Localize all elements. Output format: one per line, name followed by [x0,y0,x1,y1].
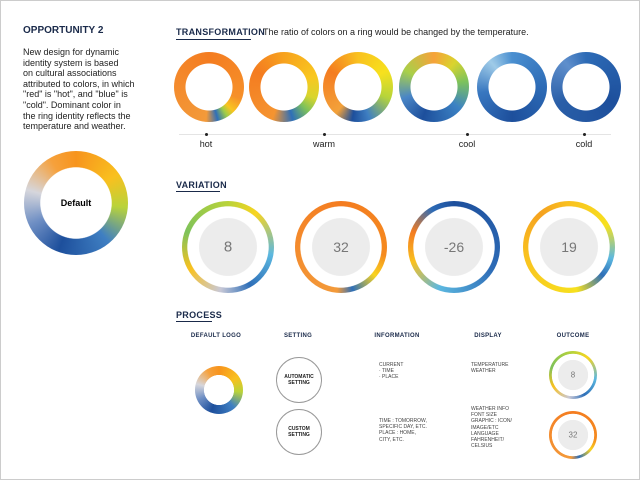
intro-line: identity system is based [23,57,119,68]
outcome-ring: 32 [549,411,597,459]
ring [551,52,621,122]
heading-rule [176,321,212,322]
scale-dot [205,133,208,136]
column-heading: DISPLAY [474,333,502,339]
intro-line: "red" is "hot", and "blue" is [23,89,128,100]
heading-rule [176,191,220,192]
scale-dot [323,133,326,136]
scale-label: cool [458,139,476,149]
ring-number: 8 [223,238,233,256]
caption: The ratio of colors on a ring would be c… [263,27,529,37]
information-line: CURRENT [379,362,404,368]
scale-line [179,134,611,135]
column-heading: INFORMATION [374,333,420,339]
ring [477,52,547,122]
setting-circle: CUSTOM SETTING [276,409,322,455]
display-line: IMAGE/ETC [471,424,499,431]
variation-ring: 32 [295,201,387,293]
heading: VARIATION [176,180,227,190]
information-line: CITY, ETC. [379,436,404,443]
heading: TRANSFORMATION [176,27,266,37]
display-line: TEMPERATURE [471,362,509,368]
intro-line: attributed to colors, in which [23,78,135,89]
ring-number: -26 [443,239,465,255]
scale-dot [466,133,469,136]
display-line: FONT SIZE [471,412,498,419]
ring-number: 32 [333,239,349,255]
ring-number: 8 [570,370,576,380]
title: OPPORTUNITY 2 [23,25,104,36]
intro-line: New design for dynamic [23,47,120,57]
ring-number: 32 [568,430,578,440]
display-line: CELSIUS [471,443,493,450]
display-line: FAHRENHEIT/ [471,437,505,444]
heading-rule [176,39,251,40]
ring [174,52,244,122]
setting-circle: AUTOMATIC SETTING [276,357,322,403]
display-line: WEATHER [471,368,496,375]
display-block: WEATHER INFO FONT SIZE GRAPHIC : ICON/IMAG… [471,406,512,449]
column-heading: SETTING [283,333,313,339]
logo-ring [195,366,243,414]
scale-label: hot [199,139,213,149]
scale-label: warm [313,139,335,149]
default-ring: Default [24,151,128,255]
display-line: LANGUAGE [471,430,499,437]
information-line: SPECIFIC DAY, ETC. [379,424,427,431]
information-line: · PLACE [379,374,399,381]
ring [323,52,393,122]
column-heading: DEFAULT LOGO [190,333,242,339]
intro-line: on cultural associations [23,68,117,79]
ring-number: 19 [561,239,577,255]
display-line: WEATHER INFO [471,406,509,412]
column-heading: OUTCOME [556,333,590,339]
variation-ring: 8 [182,201,274,293]
ring [249,52,319,122]
scale-label: cold [575,139,593,149]
intro-line: "cold". Dominant color in [23,99,121,110]
outcome-ring: 8 [549,351,597,399]
display-line: GRAPHIC : ICON/ [471,418,512,425]
heading: PROCESS [176,310,223,320]
intro-line: temperature and weather. [23,121,126,132]
display-block: TEMPERATURE WEATHER [471,362,508,374]
information-line: · TIME [379,368,394,375]
information-block: TIME : TOMORROW, SPECIFIC DAY, ETC. PLACE … [379,418,427,443]
variation-ring: 19 [523,201,615,293]
ring [399,52,469,122]
ring-label: Default [60,198,92,208]
scale-dot [583,133,586,136]
intro-text: New design for dynamic identity system is… [23,47,135,132]
information-line: PLACE : HOME, [379,430,416,437]
intro-line: the ring identity reflects the [23,110,131,121]
information-block: CURRENT · TIME · PLACE [379,362,403,381]
information-line: TIME : TOMORROW, [379,418,427,424]
variation-ring: -26 [408,201,500,293]
